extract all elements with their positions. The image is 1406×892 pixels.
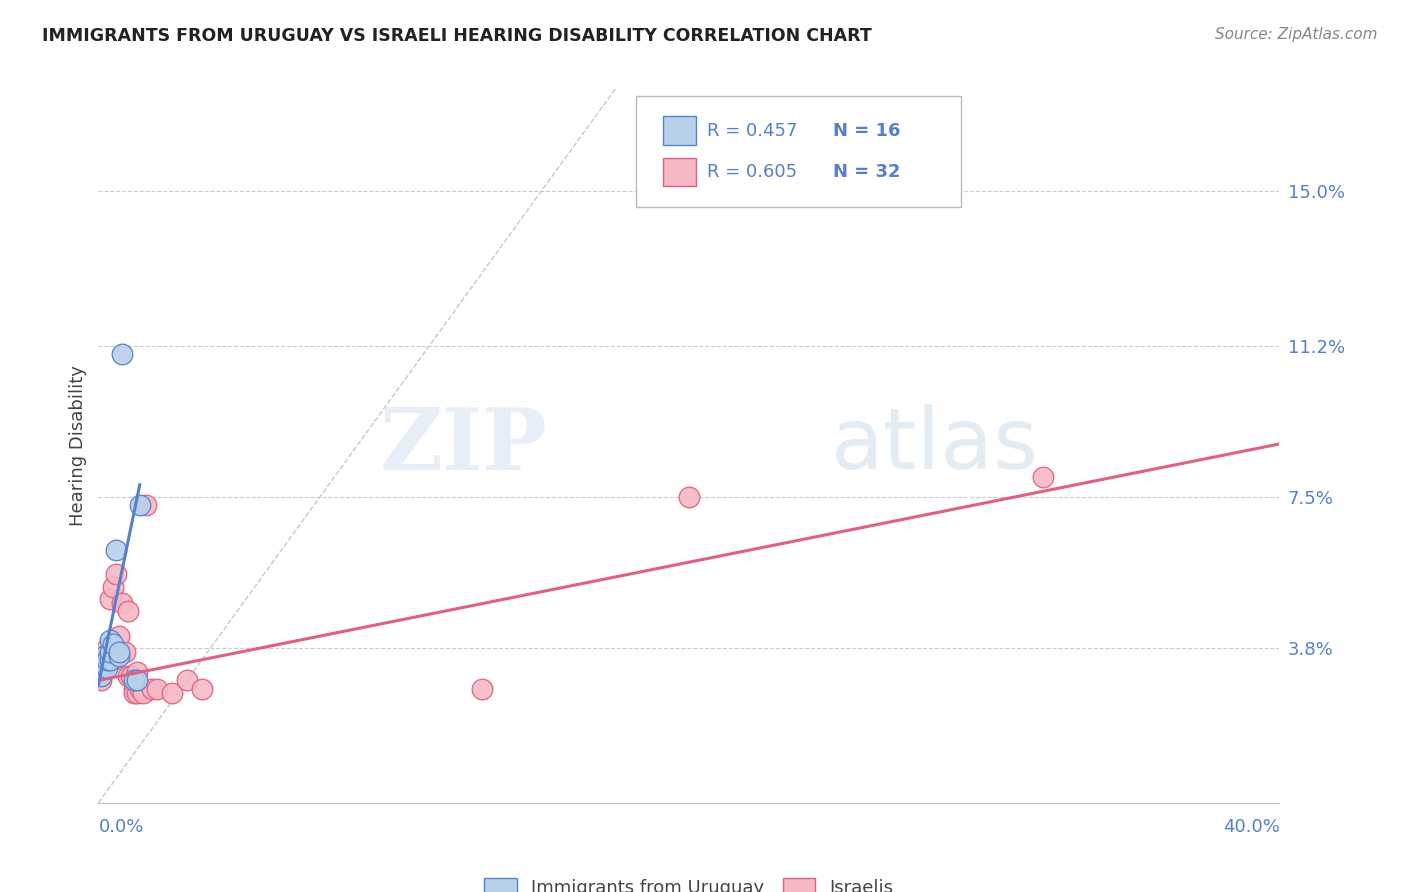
Point — [108, 629, 131, 643]
Point — [98, 591, 121, 606]
Point — [98, 645, 121, 659]
Point — [117, 669, 139, 683]
Text: IMMIGRANTS FROM URUGUAY VS ISRAELI HEARING DISABILITY CORRELATION CHART: IMMIGRANTS FROM URUGUAY VS ISRAELI HEARI… — [42, 27, 872, 45]
Point — [98, 653, 121, 667]
Text: N = 32: N = 32 — [832, 163, 900, 181]
Point — [93, 657, 115, 672]
Point — [122, 681, 145, 696]
Text: R = 0.605: R = 0.605 — [707, 163, 797, 181]
Point — [98, 645, 121, 659]
Point — [111, 596, 134, 610]
Point — [128, 681, 150, 696]
Point — [98, 632, 121, 647]
FancyBboxPatch shape — [636, 96, 960, 207]
Point — [1032, 469, 1054, 483]
Point — [146, 681, 169, 696]
Point — [96, 640, 118, 655]
Point — [103, 653, 125, 667]
Point — [90, 669, 112, 683]
Point — [125, 665, 148, 680]
Y-axis label: Hearing Disability: Hearing Disability — [69, 366, 87, 526]
Point — [678, 490, 700, 504]
Point — [122, 686, 145, 700]
FancyBboxPatch shape — [664, 158, 696, 186]
Point — [96, 661, 118, 675]
Point — [117, 604, 139, 618]
Text: atlas: atlas — [831, 404, 1039, 488]
FancyBboxPatch shape — [664, 116, 696, 145]
Point — [103, 580, 125, 594]
Point — [120, 669, 142, 683]
Point — [108, 648, 131, 663]
Point — [114, 645, 136, 659]
Point — [132, 686, 155, 700]
Point — [103, 637, 125, 651]
Point — [93, 661, 115, 675]
Point — [176, 673, 198, 688]
Point — [90, 673, 112, 688]
Point — [471, 681, 494, 696]
Point — [105, 567, 128, 582]
Point — [105, 543, 128, 558]
Point — [108, 645, 131, 659]
Point — [96, 657, 118, 672]
Point — [93, 648, 115, 663]
Point — [191, 681, 214, 696]
Point — [125, 686, 148, 700]
Point — [125, 673, 148, 688]
Point — [162, 686, 183, 700]
Point — [122, 673, 145, 688]
Text: ZIP: ZIP — [380, 404, 547, 488]
Point — [105, 648, 128, 663]
Point — [96, 653, 118, 667]
Point — [135, 498, 157, 512]
Point — [93, 648, 115, 663]
Point — [128, 498, 150, 512]
Point — [111, 347, 134, 361]
Legend: Immigrants from Uruguay, Israelis: Immigrants from Uruguay, Israelis — [475, 869, 903, 892]
Point — [141, 681, 163, 696]
Text: N = 16: N = 16 — [832, 121, 900, 139]
Text: 40.0%: 40.0% — [1223, 819, 1279, 837]
Text: 0.0%: 0.0% — [98, 819, 143, 837]
Text: R = 0.457: R = 0.457 — [707, 121, 797, 139]
Text: Source: ZipAtlas.com: Source: ZipAtlas.com — [1215, 27, 1378, 42]
